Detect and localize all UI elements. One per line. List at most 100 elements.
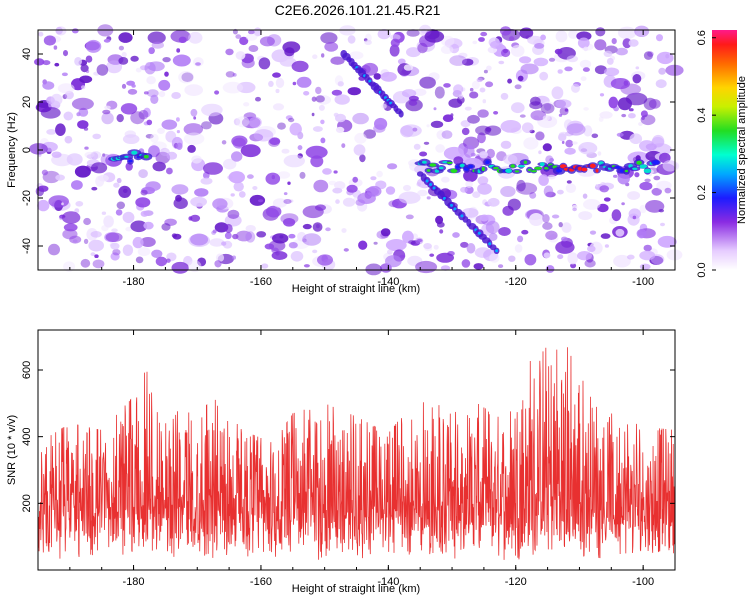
heatmap-blob xyxy=(92,259,105,269)
heatmap-blob xyxy=(486,65,492,71)
heatmap-blob xyxy=(583,125,593,137)
heatmap-blob xyxy=(91,162,108,174)
heatmap-blob xyxy=(190,233,209,246)
heatmap-blob xyxy=(498,60,505,65)
snr-y-label: SNR (10 * v/v) xyxy=(6,415,18,485)
heatmap-blob xyxy=(122,211,135,224)
heatmap-blob xyxy=(534,43,545,49)
heatmap-blob xyxy=(500,92,509,100)
heatmap-blob xyxy=(37,199,50,212)
heatmap-blob xyxy=(561,222,572,233)
heatmap-blob xyxy=(629,133,643,144)
heatmap-blob xyxy=(144,61,156,75)
heatmap-band-core xyxy=(124,155,129,158)
heatmap-band-core xyxy=(523,160,528,164)
snr-x-ticks: -180 -160 -140 -120 -100 xyxy=(37,330,676,588)
heatmap-blob xyxy=(90,252,96,257)
heatmap-blob xyxy=(557,69,563,74)
heatmap-blob xyxy=(85,55,93,63)
heatmap-blob xyxy=(325,227,331,232)
heatmap-blob xyxy=(275,88,280,94)
heatmap-blob xyxy=(643,244,652,252)
heatmap-blob xyxy=(580,76,587,82)
heatmap-blob xyxy=(272,72,281,78)
heatmap-blob xyxy=(567,252,578,265)
heatmap-blob xyxy=(458,52,468,59)
heatmap-blob xyxy=(443,83,451,88)
x-tick-label: -160 xyxy=(250,276,272,288)
heatmap-blob xyxy=(90,151,102,160)
heatmap-blob xyxy=(658,67,666,75)
heatmap-blob xyxy=(415,260,438,274)
heatmap-blob xyxy=(604,67,620,77)
heatmap-blob xyxy=(106,60,123,74)
heatmap-blob xyxy=(490,40,503,50)
heatmap-blob xyxy=(122,134,140,145)
heatmap-blob xyxy=(110,242,120,250)
heatmap-blob xyxy=(315,86,322,95)
heatmap-blob xyxy=(650,254,665,265)
heatmap-blob xyxy=(538,174,549,186)
heatmap-blob xyxy=(664,187,672,194)
heatmap-blob xyxy=(63,223,78,232)
heatmap-blob xyxy=(302,233,322,246)
heatmap-blob xyxy=(639,204,647,214)
heatmap-blob xyxy=(105,232,123,242)
heatmap-blob xyxy=(565,183,577,193)
heatmap-blob xyxy=(166,151,178,160)
heatmap-blob xyxy=(277,122,286,130)
heatmap-blob xyxy=(487,197,500,207)
heatmap-blob xyxy=(469,87,474,92)
heatmap-blob xyxy=(171,92,181,99)
heatmap-blob xyxy=(183,123,203,136)
heatmap-blob xyxy=(408,95,419,102)
heatmap-blob xyxy=(135,67,142,73)
heatmap-streak-core xyxy=(450,203,453,207)
heatmap-blob xyxy=(441,35,455,47)
heatmap-blob xyxy=(288,242,298,249)
heatmap-blob xyxy=(498,264,504,268)
heatmap-blob xyxy=(324,41,339,52)
heatmap-blob xyxy=(507,78,512,84)
heatmap-blob xyxy=(543,185,554,198)
heatmap-band-core xyxy=(143,154,149,159)
heatmap-blob xyxy=(501,48,511,58)
heatmap-blob xyxy=(424,30,445,43)
heatmap-blob xyxy=(472,40,478,45)
heatmap-blob xyxy=(554,48,563,55)
heatmap-blob xyxy=(500,120,522,133)
heatmap-blob xyxy=(578,211,593,221)
heatmap-blob xyxy=(640,110,648,118)
heatmap-blob xyxy=(599,111,613,119)
heatmap-blob xyxy=(83,127,89,131)
heatmap-band-core xyxy=(514,170,520,173)
heatmap-blob xyxy=(376,170,383,178)
heatmap-blob xyxy=(380,71,397,82)
heatmap-blob xyxy=(50,93,63,106)
heatmap-blob xyxy=(576,31,592,41)
heatmap-blob xyxy=(188,31,203,44)
heatmap-blob xyxy=(508,36,515,41)
heatmap-blob xyxy=(228,171,245,184)
heatmap-blob xyxy=(566,180,572,184)
y-tick-label: 0 xyxy=(21,147,33,153)
heatmap-blob xyxy=(188,260,202,273)
heatmap-blob xyxy=(377,28,391,40)
heatmap-blob xyxy=(564,66,573,72)
heatmap-blob xyxy=(269,137,281,145)
heatmap-blob xyxy=(296,76,312,88)
heatmap-blob xyxy=(643,51,653,60)
heatmap-band-core xyxy=(131,150,138,155)
heatmap-blob xyxy=(272,198,288,208)
heatmap-band-core xyxy=(643,168,652,173)
heatmap-blob xyxy=(658,209,664,213)
heatmap-blob xyxy=(88,239,104,252)
heatmap-blob xyxy=(357,192,376,204)
heatmap-blob xyxy=(561,140,565,144)
heatmap-blob xyxy=(354,132,367,144)
colorbar-tick-label: 0.0 xyxy=(696,262,708,277)
heatmap-blob xyxy=(320,32,338,44)
heatmap-blob xyxy=(291,60,309,73)
heatmap-blob xyxy=(55,123,66,136)
heatmap-blob xyxy=(162,57,171,63)
